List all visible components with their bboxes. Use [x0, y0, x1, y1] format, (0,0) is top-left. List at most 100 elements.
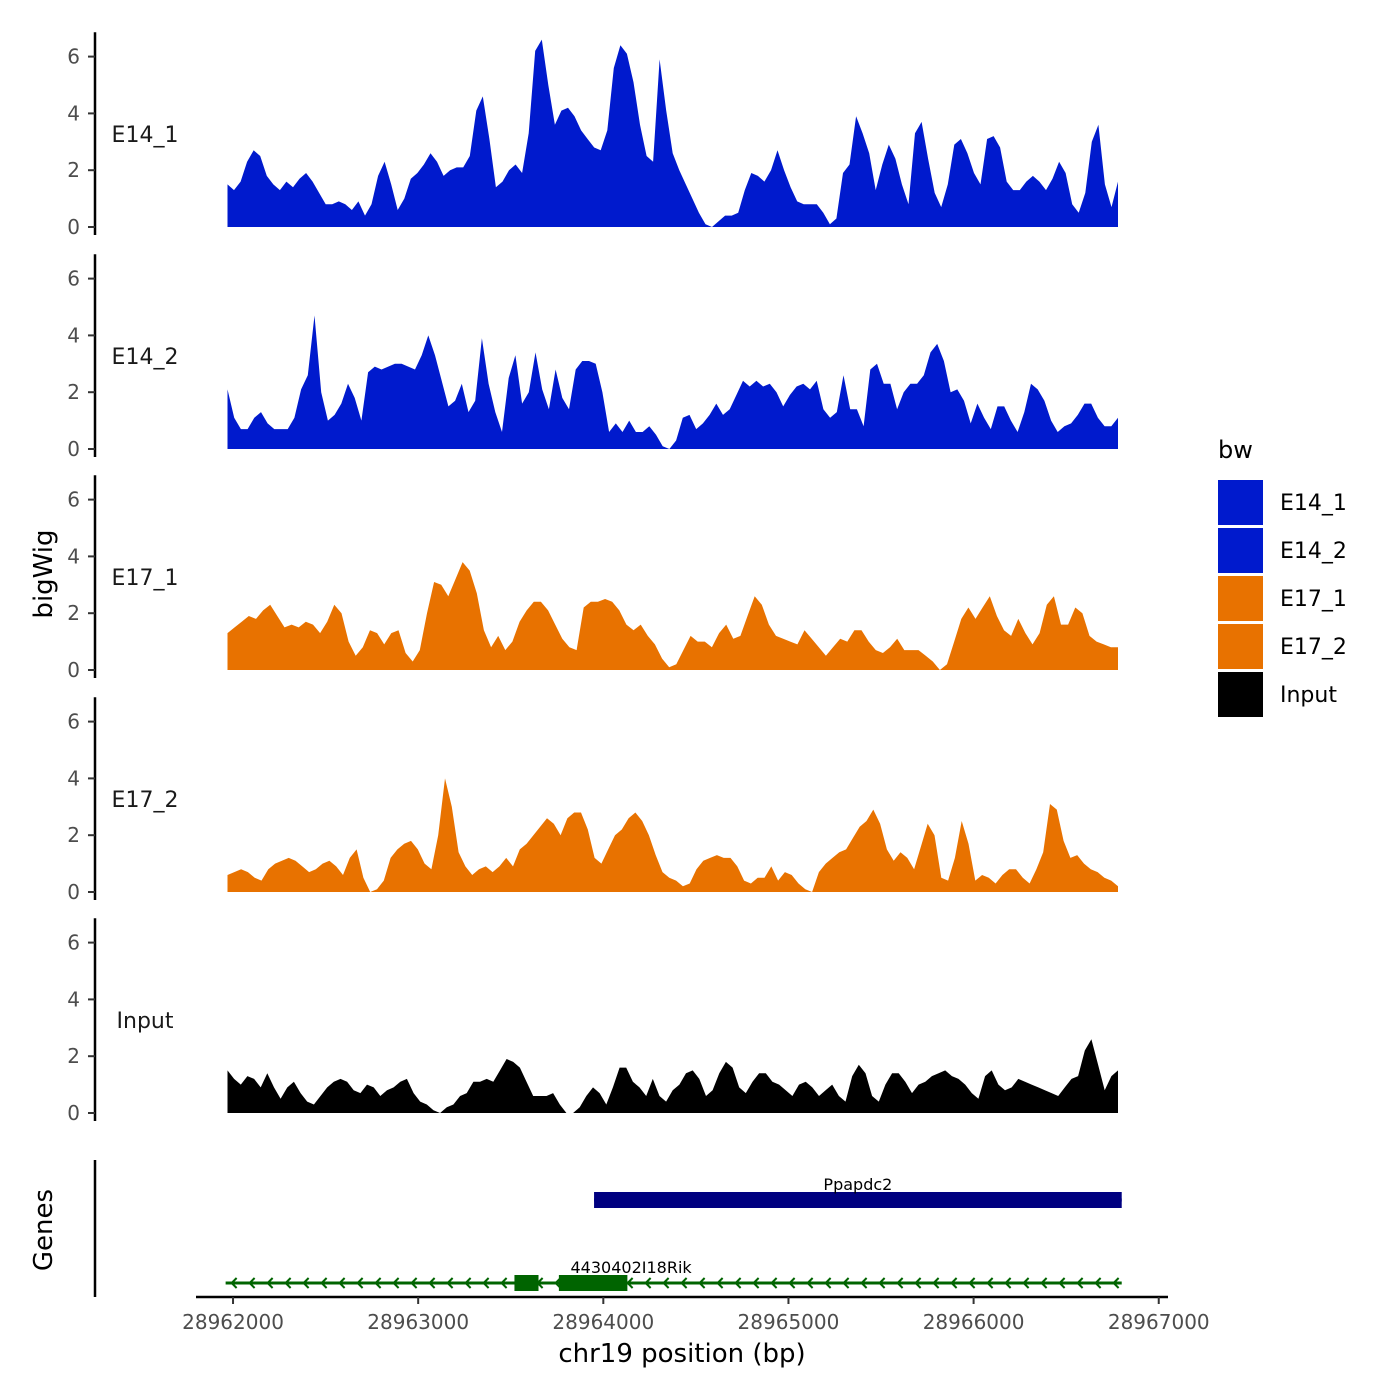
track-Input: 0 2 4 6 Input — [67, 918, 1118, 1125]
strand-arrow — [428, 1277, 436, 1289]
y-tick-label: 4 — [67, 987, 80, 1011]
strand-arrow — [374, 1277, 382, 1289]
coverage-area-Input — [227, 1039, 1118, 1113]
y-tick-label: 0 — [67, 1101, 80, 1125]
coverage-area-E17_1 — [227, 562, 1118, 670]
x-tick-label: 28965000 — [738, 1310, 840, 1334]
strand-arrow — [284, 1277, 292, 1289]
strand-arrow — [824, 1277, 832, 1289]
strand-arrow — [914, 1277, 922, 1289]
track-E14_2: 0 2 4 6 E14_2 — [67, 254, 1118, 461]
legend-swatch — [1218, 672, 1263, 717]
strand-arrow — [860, 1277, 868, 1289]
x-axis-title: chr19 position (bp) — [558, 1339, 805, 1369]
y-tick-label: 2 — [67, 1044, 80, 1068]
y-tick-label: 2 — [67, 158, 80, 182]
strand-arrow — [1022, 1277, 1030, 1289]
y-tick-label: 4 — [67, 766, 80, 790]
legend-label: E14_2 — [1280, 539, 1347, 564]
strand-arrow — [662, 1277, 670, 1289]
x-axis: 28962000 28963000 28964000 28965000 28966000… — [182, 1295, 1210, 1334]
strand-arrow — [932, 1277, 940, 1289]
strand-arrow — [1040, 1277, 1048, 1289]
gene-label: 4430402I18Rik — [570, 1258, 692, 1277]
bigwig-tracks: 0 2 4 6 E14_1 0 2 4 6 E14_2 0 2 4 6 E17_1 0 2 4 6 E17_2 0 2 4 6… — [67, 32, 1118, 1125]
y-tick-label: 6 — [67, 267, 80, 291]
strand-arrow — [626, 1277, 634, 1289]
strand-arrow — [266, 1277, 274, 1289]
exon — [558, 1275, 628, 1291]
strand-arrow — [968, 1277, 976, 1289]
exon — [514, 1275, 539, 1291]
strand-arrow — [806, 1277, 814, 1289]
strand-arrow — [770, 1277, 778, 1289]
strand-arrow — [716, 1277, 724, 1289]
y-tick-label: 2 — [67, 380, 80, 404]
track-label: E14_2 — [112, 345, 179, 370]
strand-arrow — [356, 1277, 364, 1289]
legend-label: Input — [1280, 683, 1337, 708]
track-label: Input — [117, 1009, 174, 1034]
legend-label: E14_1 — [1280, 491, 1347, 516]
y-tick-label: 0 — [67, 658, 80, 682]
strand-arrow — [248, 1277, 256, 1289]
track-label: E17_2 — [112, 788, 179, 813]
x-tick-label: 28966000 — [923, 1310, 1025, 1334]
track-label: E17_1 — [112, 566, 179, 591]
y-tick-label: 0 — [67, 880, 80, 904]
track-label: E14_1 — [112, 123, 179, 148]
coverage-area-E14_1 — [227, 39, 1118, 227]
strand-arrow — [752, 1277, 760, 1289]
exon — [594, 1192, 1122, 1208]
genes-axis-title: Genes — [29, 1189, 59, 1271]
strand-arrow — [788, 1277, 796, 1289]
y-tick-label: 6 — [67, 488, 80, 512]
strand-arrow — [1004, 1277, 1012, 1289]
y-tick-label: 6 — [67, 931, 80, 955]
track-E17_2: 0 2 4 6 E17_2 — [67, 697, 1118, 904]
strand-arrow — [1112, 1277, 1120, 1289]
strand-arrow — [392, 1277, 400, 1289]
strand-arrow — [230, 1277, 238, 1289]
coverage-area-E17_2 — [227, 778, 1118, 892]
legend-swatch — [1218, 480, 1263, 525]
x-tick-label: 28963000 — [367, 1310, 469, 1334]
strand-arrow — [644, 1277, 652, 1289]
genes-track: Ppapdc2 4430402I18Rik — [225, 1175, 1122, 1291]
legend-label: E17_2 — [1280, 635, 1347, 660]
y-tick-label: 6 — [67, 710, 80, 734]
y-tick-label: 0 — [67, 437, 80, 461]
gene-4430402I18Rik: 4430402I18Rik — [225, 1258, 1122, 1291]
strand-arrow — [950, 1277, 958, 1289]
strand-arrow — [500, 1277, 508, 1289]
strand-arrow — [410, 1277, 418, 1289]
strand-arrow — [302, 1277, 310, 1289]
strand-arrow — [1058, 1277, 1066, 1289]
coverage-area-E14_2 — [227, 315, 1118, 449]
track-E17_1: 0 2 4 6 E17_1 — [67, 475, 1118, 682]
legend-label: E17_1 — [1280, 587, 1347, 612]
x-tick-label: 28962000 — [182, 1310, 284, 1334]
y-tick-label: 4 — [67, 544, 80, 568]
gene-label: Ppapdc2 — [823, 1175, 892, 1194]
y-tick-label: 2 — [67, 823, 80, 847]
y-tick-label: 6 — [67, 45, 80, 69]
legend-swatch — [1218, 624, 1263, 669]
legend-swatch — [1218, 528, 1263, 573]
strand-arrow — [320, 1277, 328, 1289]
strand-arrow — [842, 1277, 850, 1289]
x-tick-label: 28967000 — [1108, 1310, 1210, 1334]
strand-arrow — [734, 1277, 742, 1289]
x-tick-label: 28964000 — [552, 1310, 654, 1334]
strand-arrow — [986, 1277, 994, 1289]
y-tick-label: 0 — [67, 215, 80, 239]
strand-arrow — [1094, 1277, 1102, 1289]
y-tick-label: 4 — [67, 323, 80, 347]
y-tick-label: 2 — [67, 601, 80, 625]
strand-arrow — [698, 1277, 706, 1289]
gene-Ppapdc2: Ppapdc2 — [594, 1175, 1122, 1208]
strand-arrow — [338, 1277, 346, 1289]
strand-arrow — [482, 1277, 490, 1289]
track-E14_1: 0 2 4 6 E14_1 — [67, 32, 1118, 239]
